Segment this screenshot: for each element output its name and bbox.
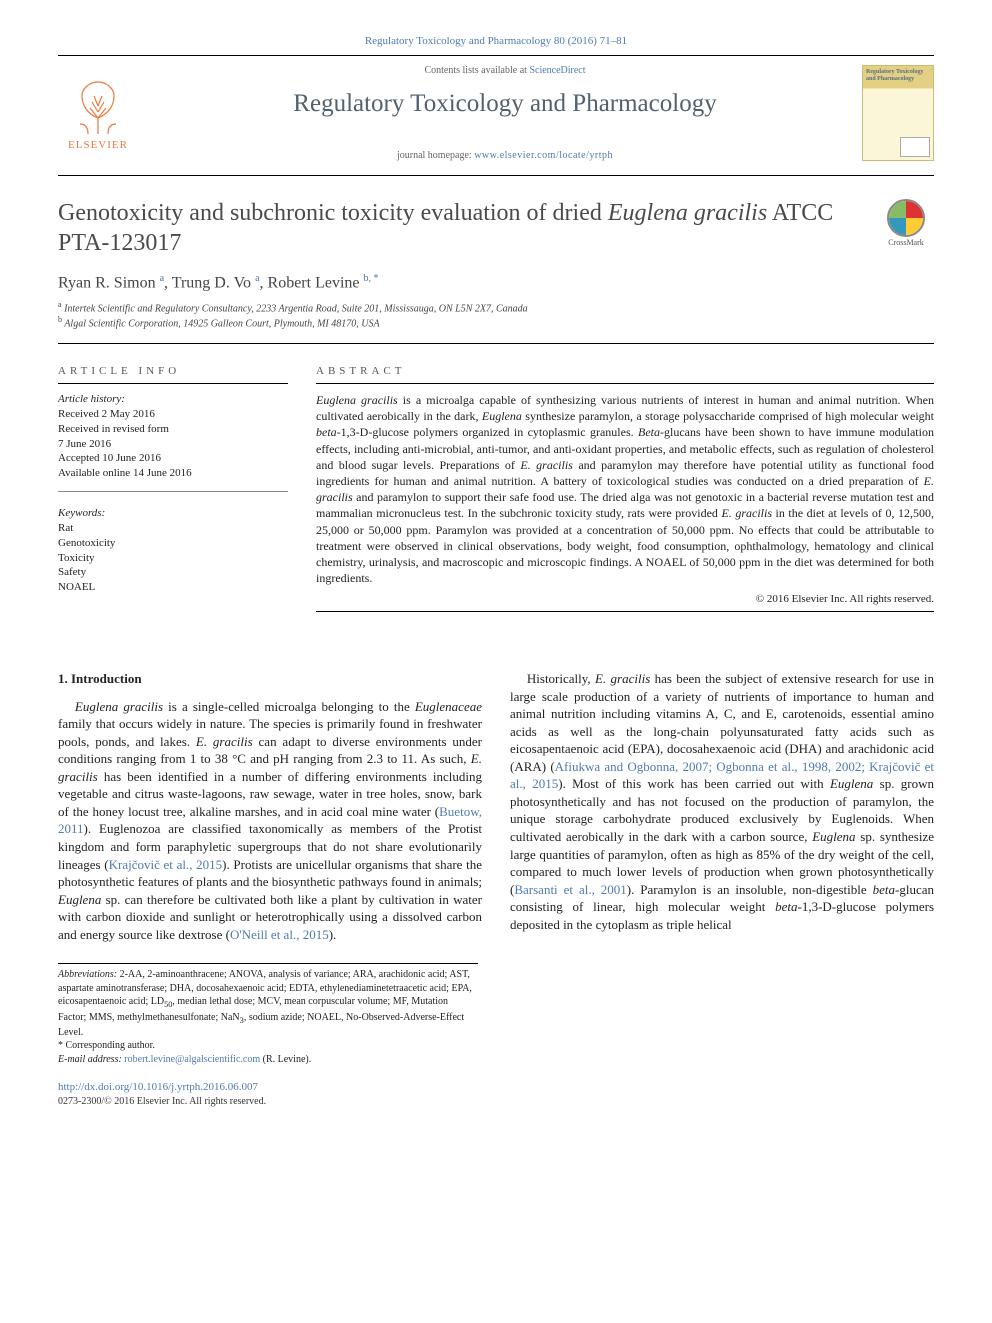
title-em: Euglena gracilis: [608, 200, 767, 226]
title-block: Genotoxicity and subchronic toxicity eva…: [58, 198, 934, 258]
crossmark-badge[interactable]: CrossMark: [878, 198, 934, 249]
body-p2: Historically, E. gracilis has been the s…: [510, 670, 934, 933]
abstract-heading: ABSTRACT: [316, 364, 934, 384]
cite-link[interactable]: Barsanti et al., 2001: [514, 882, 626, 897]
abbreviations: Abbreviations: 2-AA, 2-aminoanthracene; …: [58, 968, 478, 1039]
section-title: Introduction: [71, 671, 142, 686]
email-label: E-mail address:: [58, 1054, 122, 1065]
page: Regulatory Toxicology and Pharmacology 8…: [0, 0, 992, 1139]
body-columns: 1. Introduction Euglena gracilis is a si…: [58, 670, 934, 943]
abstract-copyright: © 2016 Elsevier Inc. All rights reserved…: [316, 592, 934, 607]
homepage-link[interactable]: www.elsevier.com/locate/yrtph: [474, 150, 613, 161]
footnotes: Abbreviations: 2-AA, 2-aminoanthracene; …: [58, 963, 478, 1066]
running-header: Regulatory Toxicology and Pharmacology 8…: [58, 34, 934, 49]
rule-below-abstract: [316, 611, 934, 612]
history-line: Available online 14 June 2016: [58, 466, 288, 481]
history-label: Article history:: [58, 392, 288, 407]
email-line: E-mail address: robert.levine@algalscien…: [58, 1053, 478, 1067]
abstract-col: ABSTRACT Euglena gracilis is a microalga…: [316, 364, 934, 616]
body-p1: Euglena gracilis is a single-celled micr…: [58, 698, 482, 944]
history-lines: Received 2 May 2016Received in revised f…: [58, 407, 288, 481]
homepage-prefix: journal homepage:: [397, 150, 474, 161]
contents-line: Contents lists available at ScienceDirec…: [166, 64, 844, 78]
crossmark-label: CrossMark: [888, 238, 924, 249]
doi-line: http://dx.doi.org/10.1016/j.yrtph.2016.0…: [58, 1080, 934, 1095]
corresponding: * Corresponding author.: [58, 1039, 478, 1053]
history-line: Received in revised form: [58, 422, 288, 437]
affiliation: a Intertek Scientific and Regulatory Con…: [58, 300, 934, 316]
keyword: Safety: [58, 565, 288, 580]
keyword: Genotoxicity: [58, 536, 288, 551]
affiliations: a Intertek Scientific and Regulatory Con…: [58, 300, 934, 332]
abbrev-label: Abbreviations:: [58, 969, 117, 980]
info-abstract-row: ARTICLE INFO Article history: Received 2…: [58, 364, 934, 616]
affiliation: b Algal Scientific Corporation, 14925 Ga…: [58, 315, 934, 331]
abstract-text: Euglena gracilis is a microalga capable …: [316, 392, 934, 586]
issn-copyright: 0273-2300/© 2016 Elsevier Inc. All right…: [58, 1095, 934, 1109]
history-line: 7 June 2016: [58, 437, 288, 452]
contents-prefix: Contents lists available at: [424, 65, 529, 76]
rule-below-affil: [58, 343, 934, 344]
doi-link[interactable]: http://dx.doi.org/10.1016/j.yrtph.2016.0…: [58, 1081, 258, 1093]
masthead: ELSEVIER Contents lists available at Sci…: [58, 60, 934, 171]
rule-top-2: [58, 175, 934, 176]
email-link[interactable]: robert.levine@algalscientific.com: [124, 1054, 260, 1065]
publisher-brand: ELSEVIER: [68, 138, 128, 153]
keywords-list: RatGenotoxicityToxicitySafetyNOAEL: [58, 521, 288, 595]
rule-info-mid: [58, 491, 288, 492]
cover-title: Regulatory Toxicology and Pharmacology: [866, 69, 930, 82]
article-info-col: ARTICLE INFO Article history: Received 2…: [58, 364, 288, 616]
rule-top-1: [58, 55, 934, 56]
journal-cover-thumb: Regulatory Toxicology and Pharmacology: [862, 65, 934, 161]
section-heading: 1. Introduction: [58, 670, 482, 688]
keyword: NOAEL: [58, 580, 288, 595]
keyword: Toxicity: [58, 551, 288, 566]
cite-link[interactable]: Krajčovič et al., 2015: [109, 857, 223, 872]
keyword: Rat: [58, 521, 288, 536]
authors: Ryan R. Simon a, Trung D. Vo a, Robert L…: [58, 272, 934, 294]
cite-link[interactable]: O'Neill et al., 2015: [230, 927, 329, 942]
email-who: (R. Levine).: [263, 1054, 312, 1065]
homepage-line: journal homepage: www.elsevier.com/locat…: [166, 149, 844, 163]
masthead-center: Contents lists available at ScienceDirec…: [166, 64, 844, 163]
journal-name: Regulatory Toxicology and Pharmacology: [166, 87, 844, 121]
article-info-heading: ARTICLE INFO: [58, 364, 288, 384]
keywords-block: Keywords: RatGenotoxicityToxicitySafetyN…: [58, 506, 288, 595]
article-title: Genotoxicity and subchronic toxicity eva…: [58, 198, 862, 258]
abbrev-text: 2-AA, 2-aminoanthracene; ANOVA, analysis…: [58, 969, 472, 1037]
elsevier-tree-icon: [68, 78, 128, 136]
sciencedirect-link[interactable]: ScienceDirect: [529, 65, 585, 76]
section-num: 1.: [58, 671, 68, 686]
title-pre: Genotoxicity and subchronic toxicity eva…: [58, 200, 608, 226]
publisher-logo: ELSEVIER: [58, 73, 138, 153]
history-line: Received 2 May 2016: [58, 407, 288, 422]
keywords-label: Keywords:: [58, 506, 288, 521]
crossmark-icon: [886, 198, 926, 238]
cite-link[interactable]: Buetow, 2011: [58, 804, 482, 837]
cover-image-box: [900, 137, 930, 157]
history-line: Accepted 10 June 2016: [58, 451, 288, 466]
